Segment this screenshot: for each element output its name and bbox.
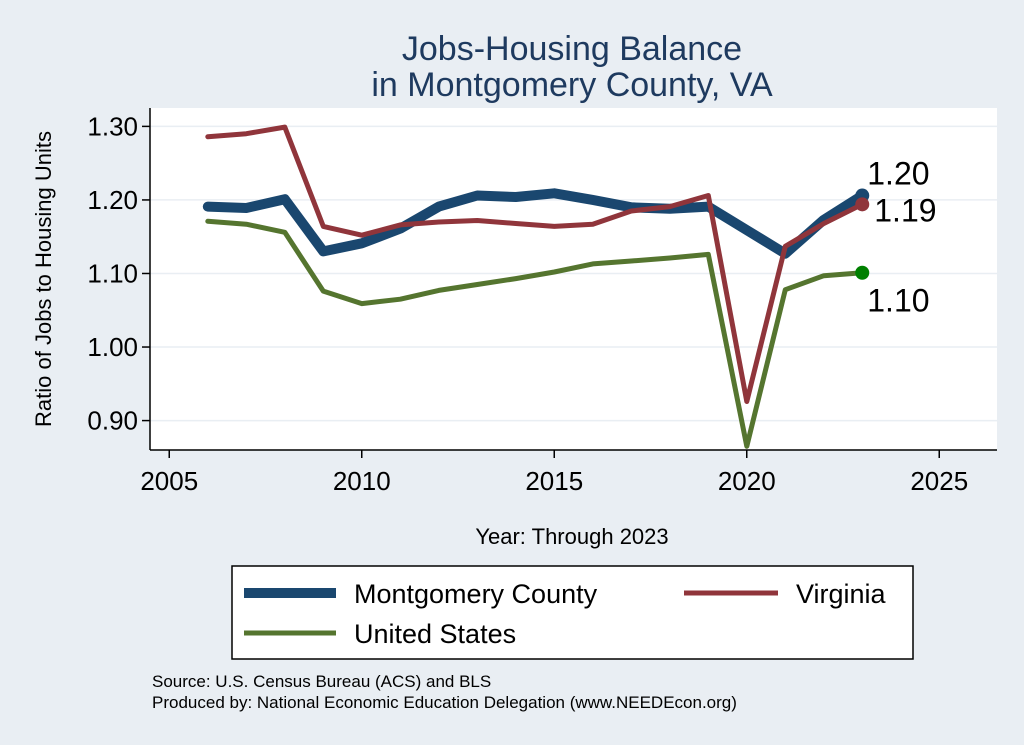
series-line-united-states [205,218,865,449]
series-line-montgomery-county [202,188,868,259]
x-tick-label: 2010 [333,466,391,496]
chart-subtitle: in Montgomery County, VA [371,66,773,104]
y-tick-label: 1.10 [87,258,138,288]
x-tick-label: 2025 [910,466,968,496]
y-tick-label: 1.30 [87,111,138,141]
x-tick-label: 2015 [525,466,583,496]
legend-label-montgomery-county: Montgomery County [354,579,598,609]
end-label-montgomery-county: 1.20 [867,156,929,192]
y-tick-label: 1.20 [87,185,138,215]
end-label-virginia: 1.19 [874,192,936,228]
y-tick-label: 0.90 [87,406,138,436]
legend-label-united-states: United States [354,619,516,649]
axes: 0.90 1.00 1.10 1.20 1.30 2005 2010 2015 2020 2025 [87,108,997,496]
end-label-united-states: 1.10 [867,283,929,319]
x-axis-title: Year: Through 2023 [475,524,668,549]
end-marker-virginia [855,197,870,212]
chart-title: Jobs-Housing Balance [402,30,742,68]
source-note: Source: U.S. Census Bureau (ACS) and BLS [152,672,491,691]
plot-area [150,108,997,450]
legend-box [231,565,914,660]
end-markers: 1.201.19 1.10 [855,156,937,319]
end-marker-united-states [855,265,870,280]
legend: Montgomery County Virginia United States [231,565,914,660]
legend-label-virginia: Virginia [796,579,887,609]
series-lines [202,124,868,449]
series-line-virginia [205,124,865,404]
producer-note: Produced by: National Economic Education… [152,693,737,712]
x-tick-label: 2005 [140,466,198,496]
y-axis-title: Ratio of Jobs to Housing Units [31,131,56,427]
y-tick-label: 1.00 [87,332,138,362]
x-tick-label: 2020 [718,466,776,496]
